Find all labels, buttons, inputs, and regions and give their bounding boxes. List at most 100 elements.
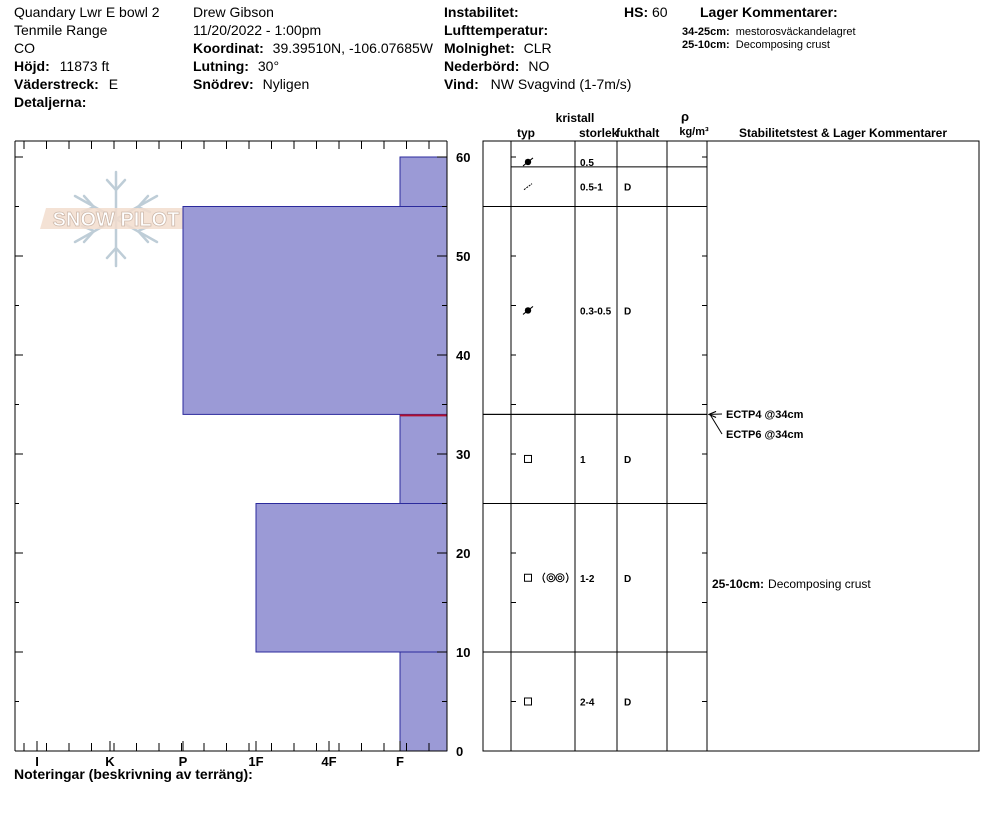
layer-comment-2: 25-10cm: Decomposing crust bbox=[682, 39, 830, 51]
notes-label: Noteringar (beskrivning av terräng): bbox=[14, 766, 253, 782]
hardness-chart-frame bbox=[14, 140, 448, 752]
depth-tick-label: 60 bbox=[456, 150, 470, 165]
crust-icon bbox=[542, 572, 569, 584]
wind-label: Vind: bbox=[444, 76, 479, 92]
layer-row-3: 0.3-0.5 D bbox=[483, 306, 707, 415]
arrow-head-icon bbox=[707, 410, 717, 418]
drift-label: Snödrev: bbox=[193, 76, 254, 92]
layer-table: 0.50.5-1 D0.3-0.5 D1 D1-2 D2-4 D bbox=[483, 157, 707, 709]
elevation-value: 11873 ft bbox=[60, 58, 110, 74]
layer-size: 1-2 bbox=[580, 574, 595, 585]
range-name: Tenmile Range bbox=[14, 22, 108, 38]
comment-range: 25-10cm: bbox=[712, 577, 764, 591]
aspect-value: E bbox=[109, 76, 118, 92]
airtemp-label: Lufttemperatur: bbox=[444, 22, 548, 38]
layer-moisture: D bbox=[624, 455, 631, 466]
slope-label: Lutning: bbox=[193, 58, 249, 74]
layer-size: 0.5 bbox=[580, 158, 594, 169]
crust-icon-bracket-right bbox=[565, 572, 569, 584]
slope-value: 30° bbox=[258, 58, 279, 74]
hs-label: HS: bbox=[624, 4, 648, 20]
layer-comment-2-text: Decomposing crust bbox=[736, 39, 830, 51]
fragment-icon bbox=[523, 183, 533, 191]
crust-icon-core-1 bbox=[548, 575, 554, 581]
layer-table-frame bbox=[482, 140, 980, 752]
snowpilot-logo: SNOW PILOT bbox=[40, 170, 194, 268]
stability-tests: ECTP4 @34cm ECTP6 @34cm bbox=[707, 409, 804, 441]
hardness-label: P bbox=[179, 754, 188, 769]
hardness-layer-5 bbox=[399, 156, 448, 207]
hardness-label: K bbox=[105, 754, 115, 769]
location-name: Quandary Lwr E bowl 2 bbox=[14, 4, 160, 20]
rounded-grain-icon-stroke bbox=[522, 306, 534, 315]
layer-comment-1-text: mestorosväckandelagret bbox=[736, 26, 856, 38]
layer-moisture: D bbox=[624, 698, 631, 709]
layer-row-5: 1-2 D bbox=[483, 572, 707, 653]
sky-label: Molnighet: bbox=[444, 40, 515, 56]
layer-moisture: D bbox=[624, 574, 631, 585]
wind-value: NW Svagvind (1-7m/s) bbox=[491, 76, 632, 92]
crust-icon-core-2 bbox=[557, 575, 563, 581]
hardness-label: 4F bbox=[321, 754, 336, 769]
slope-row: Lutning: 30° bbox=[193, 58, 279, 74]
hardness-profile bbox=[182, 156, 448, 752]
hs-value: 60 bbox=[652, 4, 668, 20]
header-right: Instabilitet: HS: 60 Lufttemperatur: Mol… bbox=[444, 4, 668, 92]
facet-icon bbox=[524, 454, 532, 463]
hardness-label: 1F bbox=[248, 754, 263, 769]
layer-comments-title: Lager Kommentarer: bbox=[700, 4, 838, 20]
hardness-layer-2 bbox=[255, 503, 448, 653]
facet-icon bbox=[524, 573, 532, 582]
depth-tick-label: 0 bbox=[456, 744, 463, 759]
aspect-row: Väderstreck: E bbox=[14, 76, 118, 92]
depth-tick-label: 40 bbox=[456, 348, 470, 363]
crystal-header: kristall bbox=[556, 111, 595, 125]
layer-size: 1 bbox=[580, 455, 586, 466]
table-column-headers: kristall typ storlek fukthalt ρ kg/m³ St… bbox=[517, 109, 947, 140]
hardness-label: I bbox=[35, 754, 39, 769]
stability-test-1: ECTP4 @34cm bbox=[707, 409, 804, 421]
state-name: CO bbox=[14, 40, 35, 56]
header-middle: Drew Gibson 11/20/2022 - 1:00pm Koordina… bbox=[193, 4, 434, 92]
elevation-label: Höjd: bbox=[14, 58, 50, 74]
precip-row: Nederbörd: NO bbox=[444, 58, 549, 74]
hardness-axis: I K P 1F 4F F bbox=[35, 741, 404, 769]
depth-tick-label: 30 bbox=[456, 447, 470, 462]
rounded-grain-icon-stroke bbox=[522, 157, 534, 167]
size-header: storlek bbox=[579, 126, 619, 140]
layer-moisture: D bbox=[624, 183, 631, 194]
hardness-layer-4 bbox=[182, 206, 448, 415]
hardness-layer-1 bbox=[399, 651, 448, 752]
precip-value: NO bbox=[528, 58, 549, 74]
type-header: typ bbox=[517, 126, 535, 140]
depth-tick-label: 20 bbox=[456, 546, 470, 561]
facet-icon bbox=[524, 697, 532, 706]
instability-label: Instabilitet: bbox=[444, 4, 519, 20]
coordinate-value: 39.39510N, -106.07685W bbox=[273, 40, 434, 56]
hardness-label: F bbox=[396, 754, 404, 769]
sky-value: CLR bbox=[524, 40, 552, 56]
header-left: Quandary Lwr E bowl 2 Tenmile Range CO H… bbox=[14, 4, 160, 110]
coordinate-row: Koordinat: 39.39510N, -106.07685W bbox=[193, 40, 434, 56]
crust-icon-ring-1 bbox=[546, 573, 556, 583]
wind-row: Vind: NW Svagvind (1-7m/s) bbox=[444, 76, 631, 92]
depth-axis: 0 10 20 30 40 50 60 bbox=[437, 150, 470, 759]
layer-comment-2-range: 25-10cm: bbox=[682, 39, 730, 51]
layer-comment-1-range: 34-25cm: bbox=[682, 26, 730, 38]
crust-icon-bracket-left bbox=[542, 572, 546, 584]
stability-header: Stabilitetstest & Lager Kommentarer bbox=[739, 126, 947, 140]
precip-label: Nederbörd: bbox=[444, 58, 519, 74]
depth-tick-label: 10 bbox=[456, 645, 470, 660]
stability-test-label: ECTP4 @34cm bbox=[726, 409, 804, 421]
stability-test-2: ECTP6 @34cm bbox=[707, 410, 804, 441]
elevation-row: Höjd: 11873 ft bbox=[14, 58, 109, 74]
sky-row: Molnighet: CLR bbox=[444, 40, 552, 56]
drift-row: Snödrev: Nyligen bbox=[193, 76, 309, 92]
stability-test-label: ECTP6 @34cm bbox=[726, 429, 804, 441]
aspect-label: Väderstreck: bbox=[14, 76, 99, 92]
layer-row-6: 2-4 D bbox=[524, 697, 631, 709]
table-outline bbox=[482, 140, 980, 752]
layer-size: 2-4 bbox=[580, 698, 595, 709]
